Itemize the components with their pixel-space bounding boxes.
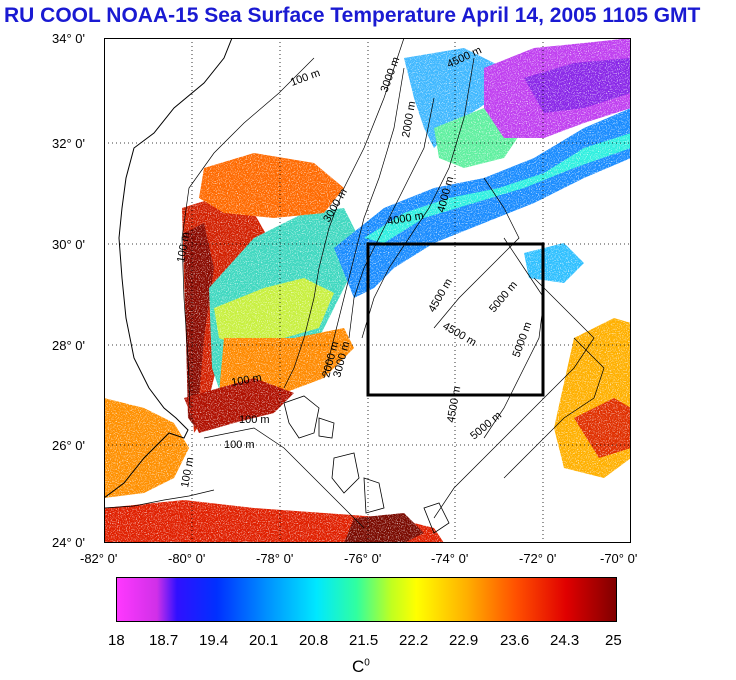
map-frame bbox=[104, 38, 631, 543]
lon-label: -78° 0' bbox=[256, 551, 294, 566]
isobath-label: 100 m bbox=[224, 439, 255, 451]
lon-label: -80° 0' bbox=[168, 551, 206, 566]
lon-label: -82° 0' bbox=[80, 551, 118, 566]
lat-label: 24° 0' bbox=[52, 535, 85, 550]
colorbar-tick: 22.2 bbox=[399, 632, 429, 649]
isobath-label: 100 m bbox=[175, 231, 192, 263]
colorbar-unit: C0 bbox=[352, 657, 370, 677]
colorbar-tick: 18.7 bbox=[149, 632, 179, 649]
isobath-label: 100 m bbox=[239, 414, 270, 426]
colorbar-tick: 20.1 bbox=[249, 632, 279, 649]
lat-label: 32° 0' bbox=[52, 136, 85, 151]
florida-keys bbox=[104, 489, 215, 509]
bahamas-islands bbox=[283, 395, 450, 534]
study-box bbox=[366, 242, 545, 397]
isobath-label: 100 m bbox=[179, 456, 196, 488]
colorbar-tick: 24.3 bbox=[550, 632, 580, 649]
colorbar-unit-base: C bbox=[352, 657, 365, 676]
colorbar-tick: 23.6 bbox=[500, 632, 530, 649]
lat-label: 34° 0' bbox=[52, 31, 85, 46]
lon-label: -70° 0' bbox=[600, 551, 638, 566]
lon-label: -72° 0' bbox=[519, 551, 557, 566]
isobath-label: 100 m bbox=[230, 372, 262, 389]
lat-label: 30° 0' bbox=[52, 237, 85, 252]
isobaths bbox=[181, 38, 605, 529]
coastline bbox=[104, 38, 233, 499]
colorbar-tick: 22.9 bbox=[449, 632, 479, 649]
lat-label: 26° 0' bbox=[52, 438, 85, 453]
colorbar-unit-sup: 0 bbox=[364, 657, 370, 669]
lon-label: -74° 0' bbox=[431, 551, 469, 566]
page-title: RU COOL NOAA-15 Sea Surface Temperature … bbox=[4, 4, 701, 27]
colorbar-tick: 21.5 bbox=[349, 632, 379, 649]
map-canvas: 100 m 100 m 100 m 100 m 100 m 100 m 2000… bbox=[104, 38, 631, 543]
lon-label: -76° 0' bbox=[344, 551, 382, 566]
colorbar-tick: 20.8 bbox=[299, 632, 329, 649]
colorbar-tick: 25 bbox=[605, 632, 622, 649]
colorbar-tick: 18 bbox=[108, 632, 125, 649]
colorbar-tick: 19.4 bbox=[199, 632, 229, 649]
sst-colorbar bbox=[116, 577, 617, 622]
lat-label: 28° 0' bbox=[52, 338, 85, 353]
sst-map: 100 m 100 m 100 m 100 m 100 m 100 m 2000… bbox=[104, 38, 631, 543]
